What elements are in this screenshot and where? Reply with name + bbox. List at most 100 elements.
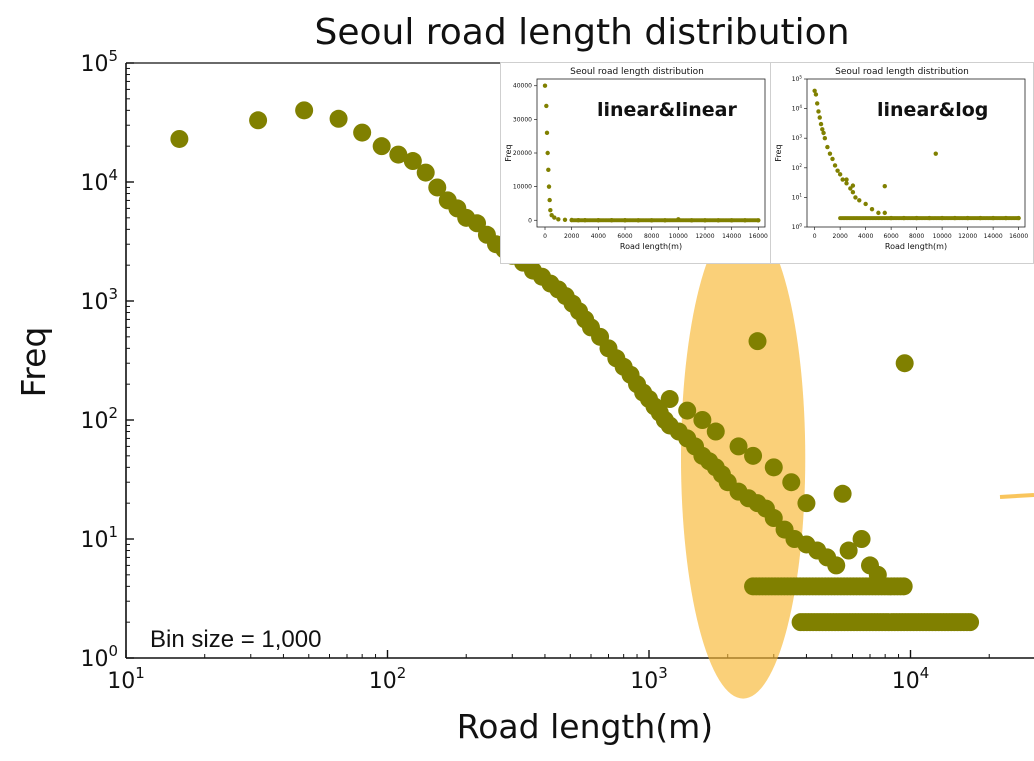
inset-data-point [821,130,826,136]
bin-size-note: Bin size = 1,000 [150,626,322,653]
data-point [827,556,846,575]
data-point [372,137,391,156]
inset-data-point [850,189,856,195]
y-axis-label: Freq [14,327,53,398]
inset-data-point [817,115,822,120]
inset-data-point [876,210,881,216]
inset-x-tick-label: 16000 [1009,233,1028,240]
inset-data-point [853,195,858,200]
inset-data-point [562,217,568,222]
inset-linear-linear-panel: Seoul road length distribution 0 2000 4000 6… [500,62,774,264]
inset-data-point [556,217,561,222]
data-point [660,390,679,409]
inset-data-point [850,183,856,188]
inset-data-point [840,177,845,182]
data-point [693,411,712,429]
inset-data-point [825,144,830,150]
inset-frame [806,78,1026,228]
y-tick-label: 100 [80,642,118,672]
data-point [961,613,980,632]
y-tick-label: 105 [80,47,118,77]
data-point [839,541,858,560]
inset-data-point [544,103,549,109]
inset-data-point [933,151,938,156]
data-point [295,101,314,120]
inset-linear-log-panel: Seoul road length distribution 0 2000 4000 6… [770,62,1034,264]
inset-y-tick-label: 40000 [513,83,532,90]
data-point [744,446,763,465]
inset-data-point [869,206,875,212]
inset-data-point [546,184,552,189]
inset-data-point [830,156,835,162]
inset-x-tick-label: 10000 [933,233,952,240]
inset-data-point [835,168,840,173]
inset-y-tick-label: 100 [792,222,803,231]
inset-data-point [812,88,817,93]
inset-label-linear-linear: linear&linear [597,99,737,121]
inset-data-point [813,92,819,97]
inset-x-tick-label: 8000 [644,233,659,240]
inset-data-point [544,130,550,136]
inset-y-tick-label: 20000 [513,150,532,157]
data-point [729,437,748,456]
x-tick-label: 102 [369,664,407,694]
inset-data-point [816,109,821,114]
inset-data-point [848,186,853,191]
inset-y-tick-label: 0 [528,217,532,224]
inset-x-tick-label: 14000 [984,233,1003,240]
data-point [170,129,189,148]
inset-y-tick-label: 101 [792,193,803,202]
data-point [329,109,348,128]
data-point [249,111,268,130]
inset-title: Seoul road length distribution [835,67,969,77]
chart-title: Seoul road length distribution [314,12,849,53]
inset-data-point [820,127,825,132]
inset-data-point [547,197,552,203]
inset-data-point [552,215,557,220]
inset-y-axis-label: Freq [504,144,513,161]
inset-y-tick-label: 103 [792,134,803,143]
inset-data-point [818,121,824,127]
inset-label-linear-log: linear&log [877,99,989,121]
inset-y-tick-label: 104 [792,104,803,113]
data-point [748,332,767,351]
inset-data-point [827,151,833,156]
data-point [428,178,447,197]
data-point [764,509,783,528]
data-point [782,473,801,492]
inset-y-tick-label: 30000 [513,116,532,123]
inset-x-tick-label: 2000 [564,233,579,240]
inset-x-tick-label: 6000 [883,233,898,240]
inset-x-tick-label: 6000 [617,233,632,240]
x-tick-label: 103 [630,664,668,694]
y-tick-label: 102 [80,404,118,434]
data-point [894,577,913,596]
inset-chart-linear-linear: Seoul road length distribution 0 2000 4000 6… [504,67,768,251]
y-tick-label: 104 [80,166,118,196]
data-point [403,152,422,171]
x-tick-label: 101 [107,664,145,694]
y-tick-label: 103 [80,285,118,315]
inset-data-point [844,177,849,182]
data-point [353,123,372,142]
inset-y-tick-label: 105 [792,74,803,83]
inset-x-tick-label: 12000 [695,233,714,240]
inset-data-point [755,218,760,223]
inset-data-point [882,210,887,216]
inset-data-point [814,101,820,106]
inset-x-tick-label: 12000 [958,233,977,240]
inset-data-point [837,172,843,177]
inset-x-axis-label: Road length(m) [620,242,682,251]
inset-x-tick-label: 0 [543,233,547,240]
inset-x-tick-label: 8000 [909,233,924,240]
inset-data-point [546,167,551,173]
inset-y-tick-label: 10000 [513,184,532,191]
x-axis-label: Road length(m) [457,707,713,746]
inset-x-axis-label: Road length(m) [885,242,947,251]
inset-x-tick-label: 4000 [858,233,873,240]
inset-x-tick-label: 4000 [591,233,606,240]
inset-data-point [1015,216,1020,221]
data-point [797,494,816,513]
y-tick-label: 101 [80,523,118,553]
inset-x-tick-label: 0 [813,233,817,240]
